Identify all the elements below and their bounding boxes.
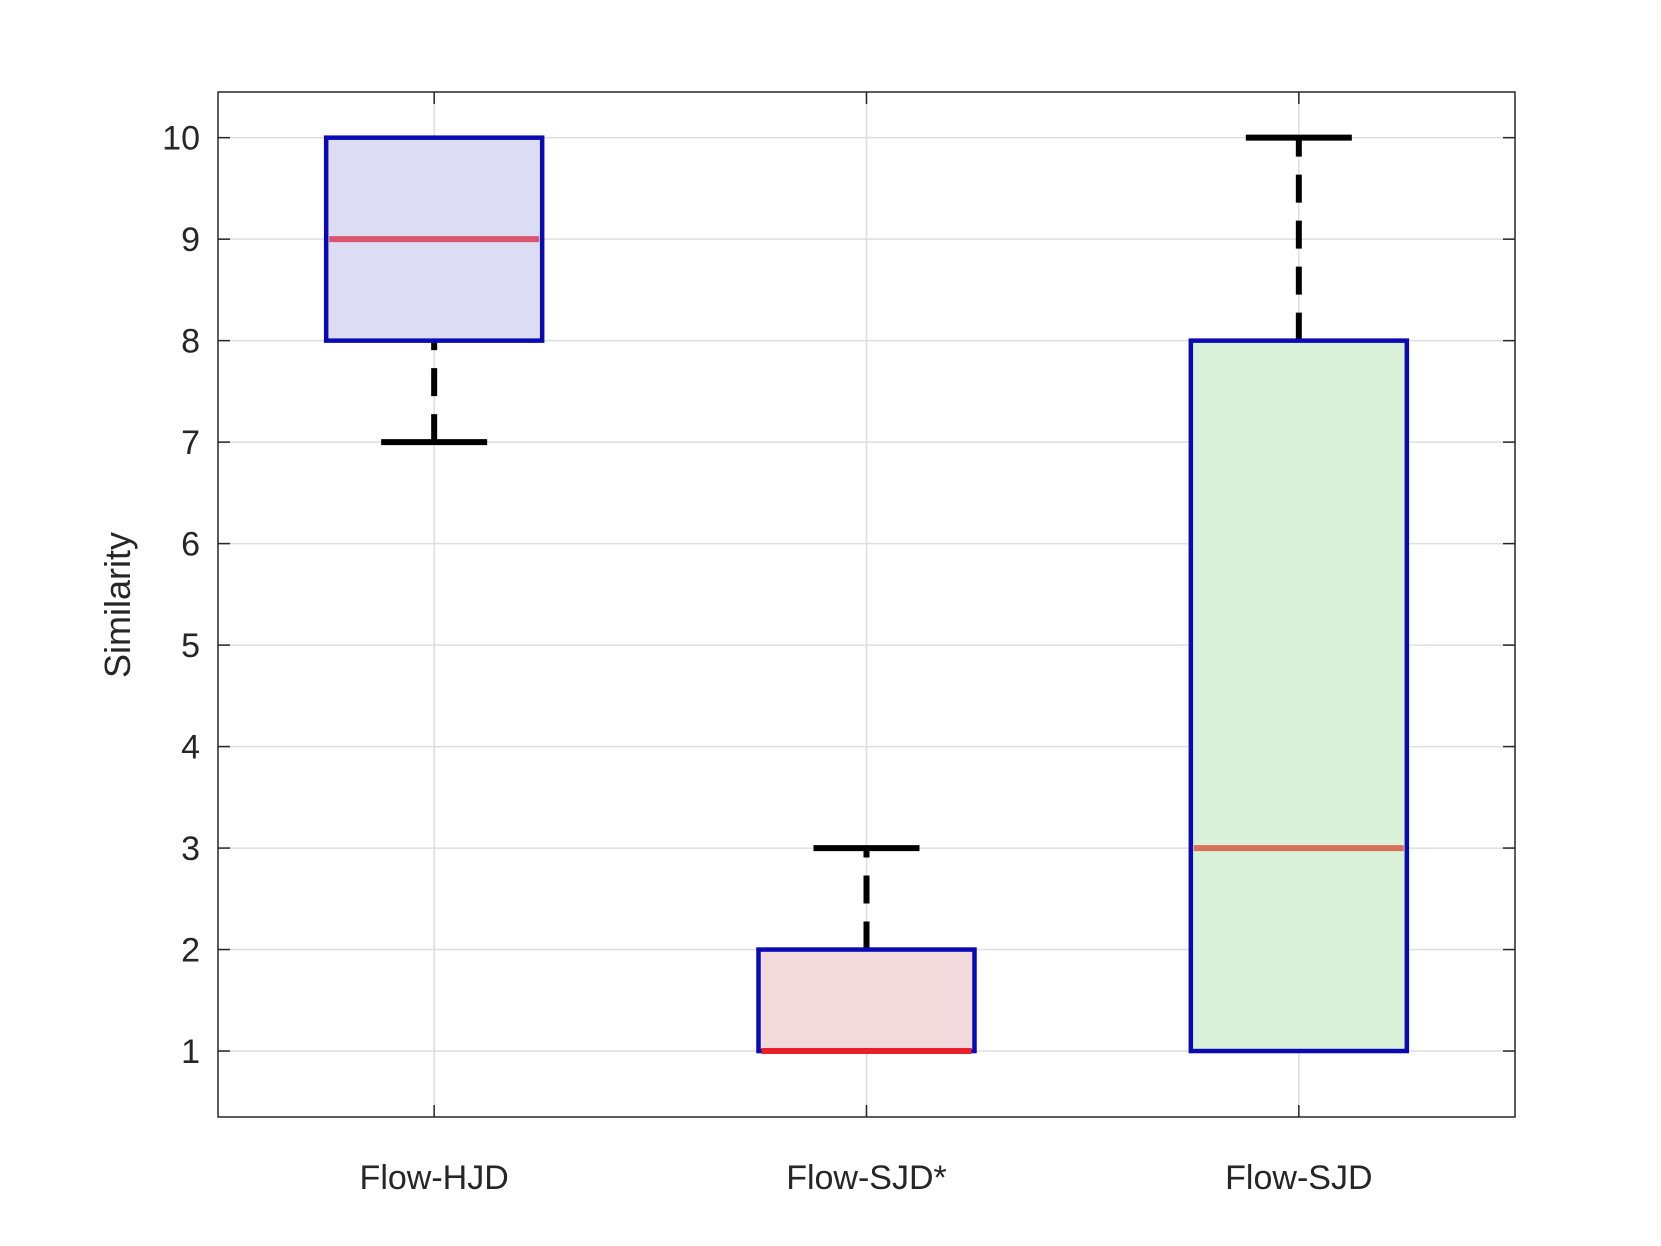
box-body <box>1188 338 1410 1054</box>
tick-labels: 1 2 3 4 5 6 7 8 9 10 Flow-HJD Flow-SJD* Flow-SJD <box>162 120 1372 1197</box>
box-group <box>756 845 977 1055</box>
y-tick-label: 4 <box>181 729 200 767</box>
boxes <box>323 134 1410 1055</box>
y-tick-label: 5 <box>181 627 200 665</box>
axis-ticks <box>218 92 1515 1117</box>
y-tick-label: 10 <box>162 120 200 158</box>
x-tick-label: Flow-SJD <box>1225 1159 1372 1197</box>
y-tick-label: 1 <box>181 1033 200 1071</box>
y-tick-label: 2 <box>181 932 200 970</box>
box-group <box>323 135 545 446</box>
y-tick-label: 6 <box>181 526 200 564</box>
y-axis-label: Similarity <box>97 532 138 678</box>
box-group <box>1188 134 1410 1054</box>
y-tick-label: 3 <box>181 830 200 868</box>
box-body <box>756 947 977 1054</box>
x-tick-label: Flow-HJD <box>360 1159 509 1197</box>
x-tick-label: Flow-SJD* <box>786 1159 947 1197</box>
y-tick-label: 7 <box>181 424 200 462</box>
y-tick-label: 8 <box>181 323 200 361</box>
y-tick-label: 9 <box>181 221 200 259</box>
